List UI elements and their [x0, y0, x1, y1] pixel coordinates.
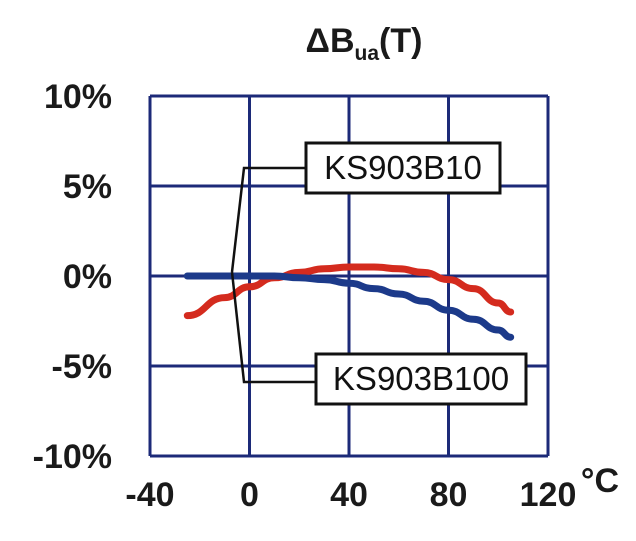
callout-leader-line: [230, 271, 316, 384]
x-tick-label: 0: [240, 476, 259, 514]
y-tick-label: -10%: [33, 438, 112, 476]
callouts: KS903B10 KS903B100: [230, 141, 528, 406]
x-tick-label: -40: [125, 476, 174, 514]
y-tick-label: 10%: [44, 78, 112, 116]
y-tick-label: 5%: [63, 168, 112, 206]
x-tick-label: 120: [520, 476, 577, 514]
series-line-ks903b10: [183, 263, 515, 320]
y-tick-label: 0%: [63, 258, 112, 296]
series-lines: [183, 263, 515, 341]
series-line-ks903b100: [183, 272, 515, 341]
x-tick-label: 40: [330, 476, 368, 514]
x-axis-unit-label: °C: [581, 462, 619, 500]
callout-box: [314, 352, 528, 406]
callout-label: KS903B100: [333, 360, 509, 397]
chart-title-suffix: (T): [379, 22, 422, 60]
y-tick-label: -5%: [52, 348, 112, 386]
x-tick-labels: -40 0 40 80 120: [125, 476, 576, 514]
chart-title-main: ΔB: [306, 22, 355, 60]
callout-leader-line: [230, 166, 306, 273]
callout-label: KS903B10: [324, 149, 482, 186]
y-tick-labels: 10% 5% 0% -5% -10%: [33, 78, 112, 476]
callout-box: [304, 141, 502, 195]
chart-title: ΔBua(T): [306, 22, 423, 65]
x-tick-label: 80: [430, 476, 468, 514]
chart-title-subscript: ua: [355, 42, 380, 65]
